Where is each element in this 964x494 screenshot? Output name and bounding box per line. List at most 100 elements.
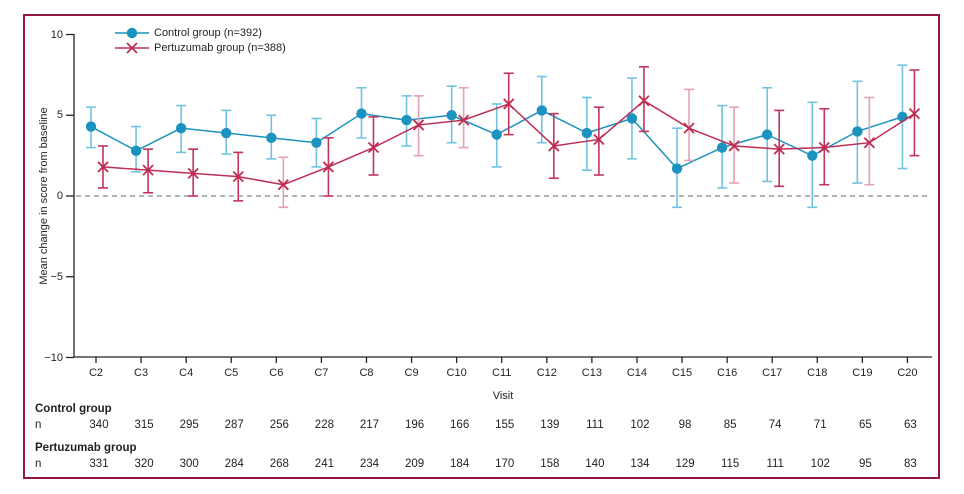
table-n-value: 95 (858, 458, 872, 470)
control-data-point (266, 132, 277, 144)
table-n-value: 129 (675, 458, 695, 470)
x-tick-label: C14 (626, 367, 648, 379)
table-n-value: 111 (766, 458, 784, 470)
x-tick-label: C2 (88, 367, 104, 379)
control-data-point (716, 142, 728, 153)
table-n-value: 184 (450, 458, 470, 470)
table-n-value: 85 (723, 419, 737, 431)
control-data-point (221, 127, 232, 139)
x-axis-title: Visit (492, 390, 514, 402)
control-data-point (175, 122, 187, 134)
pertuzumab-data-point (187, 167, 199, 180)
x-tick-label: C6 (269, 367, 284, 379)
control-data-point (401, 114, 412, 126)
legend-pertuzumab-marker-icon (126, 42, 138, 54)
control-data-point (671, 163, 683, 174)
table-header-pertuzumab-group: Pertuzumab group (35, 442, 137, 454)
table-n-value: 65 (858, 419, 872, 431)
table-n-value: 139 (540, 419, 560, 431)
pertuzumab-data-point (773, 143, 785, 155)
table-header-control-group: Control group (35, 403, 112, 415)
pertuzumab-data-point (728, 140, 740, 152)
pertuzumab-data-point (97, 161, 109, 173)
control-data-point (762, 129, 773, 140)
table-rowlabel-control-n: n (35, 419, 42, 431)
table-n-value: 140 (585, 458, 605, 470)
x-tick-label: C7 (314, 367, 329, 379)
control-data-point (852, 126, 863, 137)
control-data-point (130, 145, 142, 156)
legend-control-marker-icon (126, 27, 138, 39)
table-n-value: 83 (904, 458, 917, 470)
pertuzumab-data-point (412, 119, 425, 131)
table-n-value: 71 (813, 419, 827, 431)
table-n-value: 111 (586, 419, 604, 431)
pertuzumab-data-point (638, 95, 650, 107)
control-data-point (536, 105, 547, 116)
y-tick-label: 0 (56, 190, 63, 202)
table-n-value: 115 (720, 458, 740, 470)
control-data-point (356, 108, 367, 119)
x-tick-label: C18 (807, 367, 828, 379)
x-tick-label: C3 (134, 367, 149, 379)
table-n-value: 241 (314, 458, 334, 470)
x-tick-label: C12 (536, 367, 557, 379)
table-n-value: 102 (810, 458, 830, 470)
pertuzumab-data-point (503, 98, 515, 110)
pertuzumab-data-point (458, 114, 470, 126)
table-n-value: 102 (630, 419, 650, 431)
table-n-value: 287 (224, 419, 244, 431)
y-tick-label: 5 (56, 109, 63, 122)
pertuzumab-data-point (232, 170, 244, 183)
table-n-value: 166 (450, 419, 470, 431)
legend-item-control-label: Control group (n=392) (154, 27, 262, 39)
table-n-value: 340 (89, 419, 109, 431)
table-n-value: 320 (134, 458, 154, 470)
x-tick-label: C20 (897, 367, 918, 379)
control-data-point (807, 150, 818, 161)
legend-item-pertuzumab-label: Pertuzumab group (n=388) (154, 42, 286, 54)
table-n-value: 268 (269, 458, 289, 470)
pertuzumab-data-point (322, 161, 335, 173)
table-n-value: 256 (269, 419, 289, 431)
pertuzumab-data-point (593, 133, 605, 146)
table-n-value: 155 (495, 419, 515, 431)
table-n-value: 234 (359, 458, 380, 470)
x-tick-label: C13 (581, 367, 602, 379)
x-tick-label: C5 (224, 367, 239, 379)
table-n-value: 209 (404, 458, 425, 470)
pertuzumab-data-point (818, 141, 830, 154)
y-tick-label: 10 (50, 28, 63, 41)
x-tick-label: C19 (852, 367, 873, 379)
x-tick-label: C11 (492, 367, 512, 379)
y-tick-label: −10 (44, 351, 63, 364)
pertuzumab-data-point (367, 141, 380, 154)
pertuzumab-data-point (548, 140, 560, 152)
table-n-value: 196 (404, 419, 425, 431)
table-n-value: 63 (904, 419, 917, 431)
table-n-value: 170 (495, 458, 515, 470)
table-n-value: 158 (540, 458, 560, 470)
table-n-value: 228 (314, 419, 334, 431)
table-n-value: 74 (768, 419, 782, 431)
control-data-point (626, 113, 638, 124)
pertuzumab-data-point (683, 122, 695, 134)
pertuzumab-data-point (908, 107, 921, 120)
x-tick-label: C17 (762, 367, 783, 379)
control-data-point (85, 121, 97, 132)
x-tick-label: C16 (717, 367, 738, 379)
pertuzumab-data-point (863, 137, 875, 149)
control-data-point (581, 127, 593, 139)
pertuzumab-data-point (142, 164, 154, 176)
table-n-value: 300 (179, 458, 199, 470)
table-n-value: 284 (224, 458, 244, 470)
x-tick-label: C15 (671, 367, 693, 379)
table-n-value: 134 (630, 458, 650, 470)
x-tick-label: C8 (359, 367, 374, 379)
control-data-point (491, 129, 502, 140)
table-n-value: 331 (89, 458, 109, 470)
x-tick-label: C4 (179, 367, 194, 379)
table-n-value: 295 (179, 419, 199, 431)
